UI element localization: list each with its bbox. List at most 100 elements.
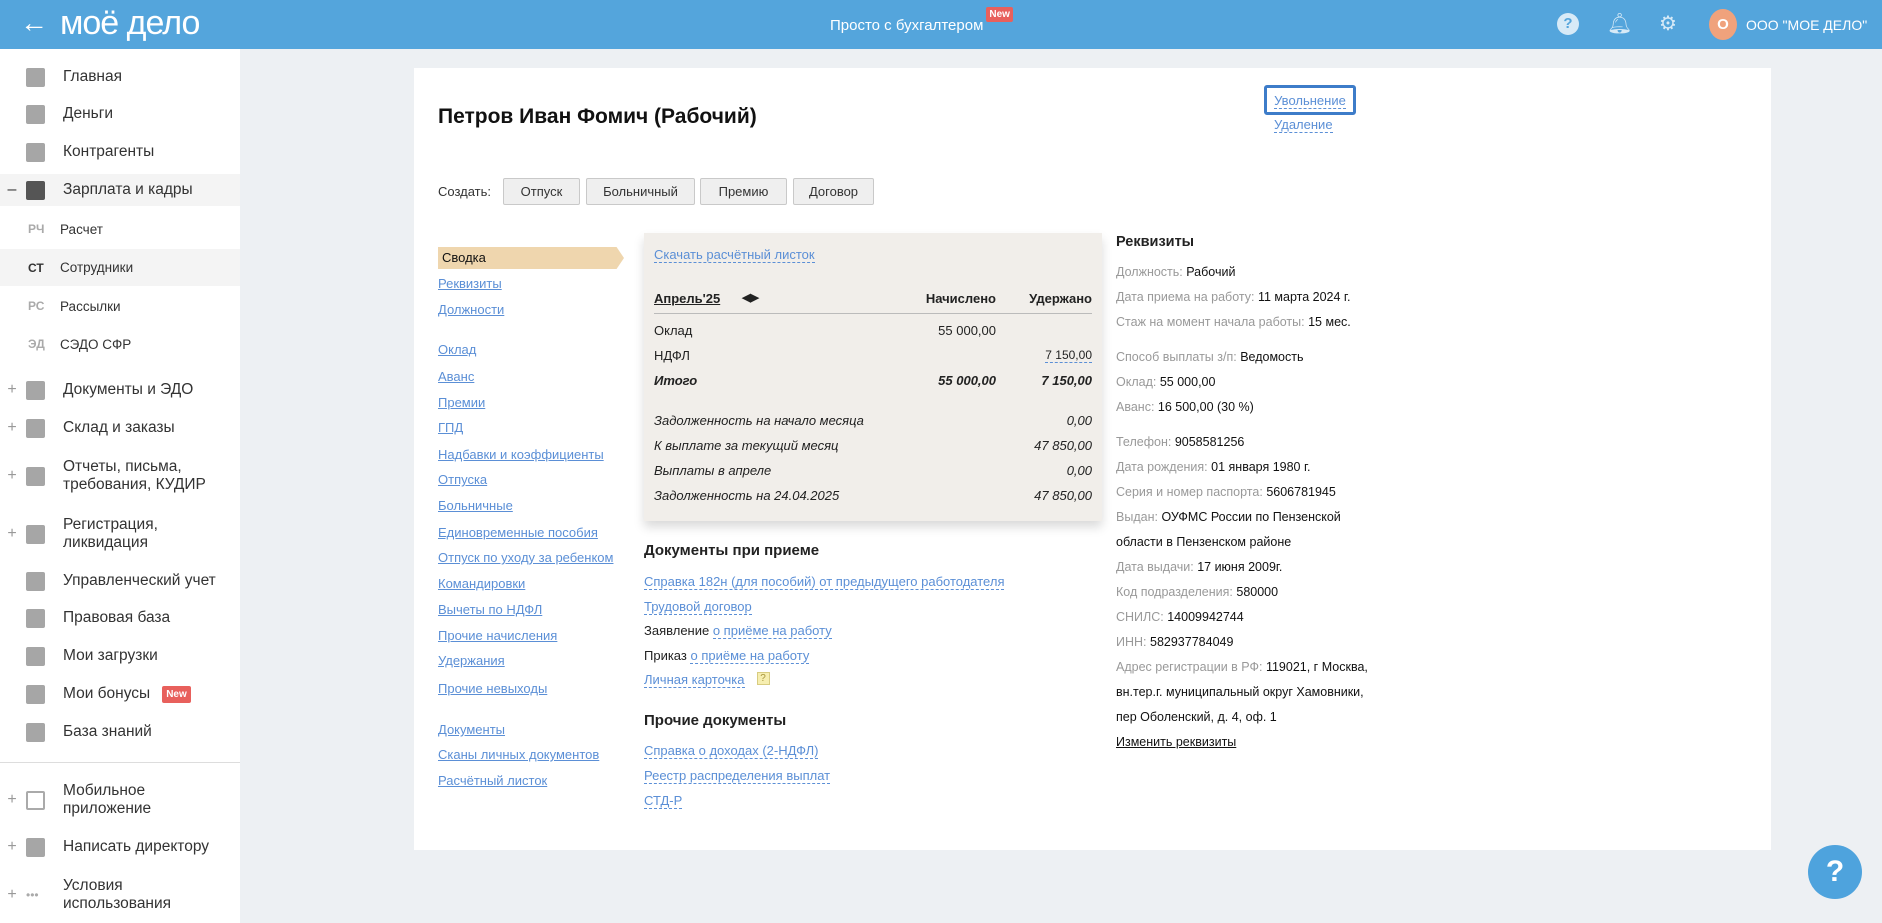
dismiss-link[interactable]: Увольнение (1274, 93, 1346, 109)
sidebar-item-home[interactable]: Главная (0, 63, 240, 91)
nav-item[interactable]: Аванс (438, 369, 475, 384)
registration-icon (26, 524, 45, 544)
nav-item[interactable]: Прочие невыходы (438, 681, 548, 696)
sidebar-item-employees[interactable]: СТ Сотрудники (0, 249, 240, 286)
expand-icon[interactable]: + (7, 419, 17, 436)
nav-item[interactable]: Отпуск по уходу за ребенком (438, 550, 614, 565)
create-sick-leave-button[interactable]: Больничный (586, 178, 695, 205)
label: Условия использования (63, 877, 172, 912)
avatar[interactable]: О (1709, 9, 1737, 40)
sidebar-item-write-director[interactable]: + Написать директору (0, 833, 240, 861)
gear-icon[interactable]: ⚙ (1659, 13, 1677, 35)
doc-link[interactable]: Трудовой договор (644, 599, 752, 615)
expand-icon[interactable]: + (7, 525, 17, 542)
logo[interactable]: моё дело (60, 4, 200, 42)
nav-item[interactable]: Больничные (438, 498, 513, 513)
nav-item[interactable]: Прочие начисления (438, 628, 558, 643)
help-icon[interactable]: ? (1557, 13, 1579, 35)
field-row: Должность: Рабочий (1116, 265, 1236, 279)
nav-item[interactable]: Сканы личных документов (438, 747, 600, 762)
expand-icon[interactable]: + (7, 886, 17, 903)
label: База знаний (63, 723, 152, 740)
bell-icon[interactable]: 🔔︎ (1607, 13, 1633, 35)
sidebar-item-mobile[interactable]: + Мобильное приложение (0, 778, 240, 822)
label: Зарплата и кадры (63, 181, 193, 198)
sidebar: Главная Деньги Контрагенты – Зарплата и к… (0, 49, 240, 923)
sidebar-item-downloads[interactable]: Мои загрузки (0, 642, 240, 670)
hint-icon[interactable]: ? (756, 672, 770, 685)
abbr: РЧ (28, 222, 45, 236)
doc-link[interactable]: Справка 182н (для пособий) от предыдущег… (644, 574, 1005, 590)
expand-icon[interactable]: + (7, 467, 17, 484)
label: СЭДО СФР (60, 336, 132, 352)
sidebar-item-mailings[interactable]: РС Рассылки (0, 290, 240, 322)
help-fab-button[interactable]: ? (1808, 845, 1862, 899)
withheld-header: Удержано (1029, 291, 1092, 306)
nav-item[interactable]: Отпуска (438, 472, 488, 487)
delete-link[interactable]: Удаление (1274, 117, 1333, 133)
home-icon (26, 67, 45, 87)
label: Расчет (60, 221, 103, 237)
month-prev-next-arrows-icon[interactable]: ◀▶ (742, 292, 759, 304)
ruble-chart-icon (26, 571, 45, 591)
create-bonus-button[interactable]: Премию (700, 178, 787, 205)
nav-item[interactable]: Командировки (438, 576, 526, 591)
download-payslip-link[interactable]: Скачать расчётный листок (654, 247, 815, 263)
promo-link[interactable]: Просто с бухгалтеромNew (830, 7, 1013, 34)
expand-icon[interactable]: + (7, 381, 17, 398)
nav-item[interactable]: ГПД (438, 420, 464, 435)
sidebar-item-documents[interactable]: + Документы и ЭДО (0, 376, 240, 404)
sidebar-item-registration[interactable]: + Регистрация, ликвидация (0, 512, 240, 556)
sidebar-item-contractors[interactable]: Контрагенты (0, 138, 240, 166)
doc-link[interactable]: Справка о доходах (2-НДФЛ) (644, 743, 819, 759)
nav-item[interactable]: Премии (438, 395, 486, 410)
dismiss-button[interactable]: Увольнение (1264, 85, 1356, 115)
sidebar-item-bonuses[interactable]: Мои бонусы New (0, 680, 240, 708)
nav-item[interactable]: Реквизиты (438, 276, 502, 291)
person-icon (26, 142, 45, 162)
doc-link[interactable]: о приёме на работу (712, 623, 832, 639)
doc-prefix: Приказ (644, 648, 687, 663)
sidebar-item-reports[interactable]: + Отчеты, письма, требования, КУДИР (0, 454, 240, 498)
sidebar-item-sedo[interactable]: ЭД СЭДО СФР (0, 328, 240, 360)
sidebar-item-terms[interactable]: + ••• Условия использования (0, 873, 240, 917)
create-vacation-button[interactable]: Отпуск (503, 178, 580, 205)
field-row: Дата рождения: 01 января 1980 г. (1116, 460, 1311, 474)
label: Правовая база (63, 609, 171, 626)
nav-item[interactable]: Единовременные пособия (438, 525, 598, 540)
doc-link[interactable]: о приёме на работу (690, 648, 810, 664)
label: Отчеты, письма, требования, КУДИР (63, 458, 206, 493)
sidebar-item-calc[interactable]: РЧ Расчет (0, 213, 240, 245)
expand-icon[interactable]: + (7, 838, 17, 855)
sidebar-item-money[interactable]: Деньги (0, 100, 240, 128)
nav-item[interactable]: Надбавки и коэффициенты (438, 447, 604, 462)
doc-link[interactable]: СТД-Р (644, 793, 683, 809)
field-row: Дата выдачи: 17 июня 2009г. (1116, 560, 1283, 574)
sidebar-item-salary[interactable]: – Зарплата и кадры (0, 174, 240, 206)
expand-icon[interactable]: + (7, 791, 17, 808)
org-name[interactable]: ООО "МОЕ ДЕЛО" (1746, 17, 1868, 33)
phone-icon (26, 790, 45, 810)
nav-item[interactable]: Расчётный листок (438, 773, 548, 788)
edit-requisites-link[interactable]: Изменить реквизиты (1116, 735, 1237, 749)
back-arrow-icon[interactable]: ← (20, 7, 48, 38)
create-contract-button[interactable]: Договор (793, 178, 874, 205)
label: Управленческий учет (63, 572, 216, 589)
nav-item[interactable]: Удержания (438, 653, 505, 668)
sidebar-item-warehouse[interactable]: + Склад и заказы (0, 414, 240, 442)
ndfl-amount-link[interactable]: 7 150,00 (1045, 348, 1092, 363)
nav-item[interactable]: Вычеты по НДФЛ (438, 602, 543, 617)
sidebar-item-management[interactable]: Управленческий учет (0, 567, 240, 595)
nav-item[interactable]: Документы (438, 722, 506, 737)
nav-item-summary[interactable]: Сводка (438, 247, 624, 269)
doc-link[interactable]: Реестр распределения выплат (644, 768, 831, 784)
field-row: Выдан: ОУФМС России по Пензенской области… (1116, 510, 1341, 549)
sidebar-item-knowledge[interactable]: База знаний (0, 718, 240, 746)
doc-link[interactable]: Личная карточка (644, 672, 745, 688)
sidebar-item-legal[interactable]: Правовая база (0, 604, 240, 632)
nav-item[interactable]: Оклад (438, 342, 477, 357)
collapse-icon[interactable]: – (7, 181, 17, 198)
nav-item[interactable]: Должности (438, 302, 505, 317)
new-badge: New (162, 685, 191, 703)
month-selector[interactable]: Апрель'25 (654, 291, 721, 306)
